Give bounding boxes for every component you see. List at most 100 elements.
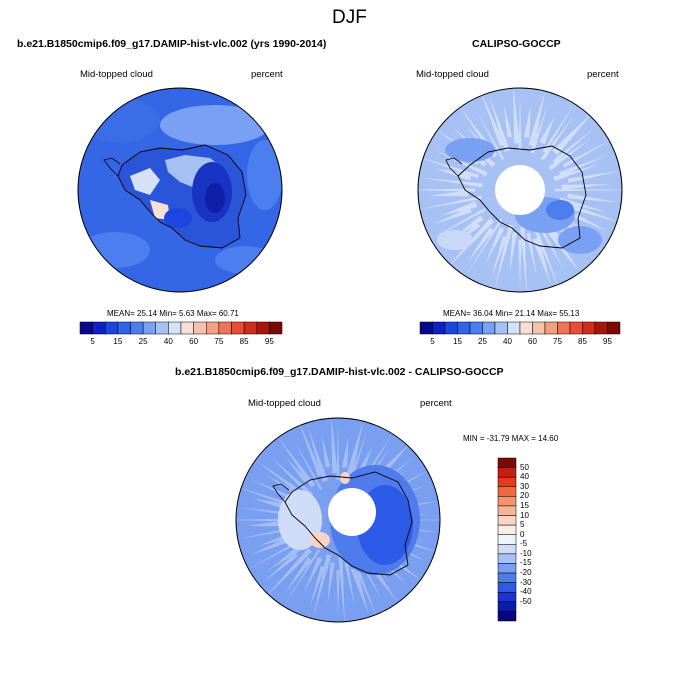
panel3-colorbar-box [497, 601, 517, 612]
panel1-units-label: percent [251, 69, 283, 80]
panel1-colorbar-box [269, 321, 283, 335]
panel3-colorbar-tick: 20 [520, 491, 529, 501]
panel2-colorbar-box [594, 321, 608, 335]
panel1-colorbar [79, 321, 283, 335]
panel2-colorbar [419, 321, 621, 335]
panel3-colorbar-box [497, 476, 517, 488]
panel3-colorbar-box [497, 505, 517, 516]
panel3-colorbar-tick: -40 [520, 587, 532, 597]
panel3-colorbar-tick: 5 [520, 520, 525, 530]
panel3-colorbar-box [497, 467, 517, 478]
panel2-colorbar-box [582, 321, 596, 335]
panel2-colorbar-box [432, 321, 446, 335]
panel1-colorbar-box [79, 321, 93, 335]
panel2-colorbar-box [519, 321, 533, 335]
panel3-colorbar-tick: -10 [520, 548, 532, 558]
panel2-colorbar-tick: 95 [603, 337, 612, 346]
panel3-colorbar-tick: -50 [520, 596, 532, 606]
panel2-colorbar-tick: 85 [578, 337, 587, 346]
panel1-colorbar-box [142, 321, 156, 335]
panel2-colorbar-box [482, 321, 496, 335]
panel1-colorbar-tick: 25 [138, 337, 148, 346]
panel3-colorbar-box [497, 544, 517, 555]
panel3-colorbar-box [497, 524, 517, 535]
panel3-colorbar-box [497, 553, 517, 564]
panel1-colorbar-box [155, 321, 169, 335]
panel1-colorbar-box [231, 321, 245, 335]
panel3-colorbar-tick: -20 [520, 568, 532, 578]
panel1-colorbar-box [218, 321, 232, 335]
panel3-colorbar-tick: 50 [520, 462, 529, 472]
panel1-map [77, 87, 283, 293]
panel2-colorbar-box [507, 321, 521, 335]
panel2-colorbar-box [494, 321, 508, 335]
panel2-colorbar-tick: 25 [478, 337, 487, 346]
panel3-colorbar-tick: 40 [520, 472, 529, 482]
panel3-colorbar-box [497, 534, 517, 545]
panel3-colorbar-box [497, 563, 517, 574]
panel2-units-label: percent [587, 69, 619, 80]
panel2-colorbar-box [569, 321, 583, 335]
panel3-colorbar-tick: 10 [520, 510, 529, 520]
panel2-colorbar-box [469, 321, 483, 335]
panel3-colorbar-box [497, 611, 517, 622]
panel2-colorbar-box [419, 321, 433, 335]
panel1-colorbar-box [168, 321, 182, 335]
panel3-colorbar-tick: -15 [520, 558, 532, 568]
panel2-variable-label: Mid-topped cloud [416, 69, 489, 80]
panel1-colorbar-box [117, 321, 131, 335]
panel3-colorbar-box [497, 591, 517, 603]
panel1-colorbar-box [206, 321, 220, 335]
panel3-variable-label: Mid-topped cloud [248, 398, 321, 409]
panel1-colorbar-box [180, 321, 194, 335]
panel1-colorbar-box [105, 321, 119, 335]
panel3-stats: MIN = -31.79 MAX = 14.60 [463, 434, 559, 443]
panel2-title: CALIPSO-GOCCP [472, 38, 561, 50]
panel2-colorbar-box [457, 321, 471, 335]
panel1-colorbar-tick: 5 [90, 337, 95, 346]
panel3-colorbar-tick: 30 [520, 481, 529, 491]
panel1-colorbar-box [130, 321, 144, 335]
panel1-colorbar-box [256, 321, 270, 335]
panel2-map [417, 87, 623, 293]
figure-title: DJF [332, 7, 367, 28]
panel2-colorbar-tick: 15 [453, 337, 462, 346]
panel3-colorbar-tick: 15 [520, 500, 529, 510]
panel1-colorbar-box [92, 321, 106, 335]
panel1-variable-label: Mid-topped cloud [80, 69, 153, 80]
panel1-colorbar-tick: 85 [239, 337, 249, 346]
panel1-colorbar-tick: 60 [189, 337, 199, 346]
panel3-map [235, 417, 441, 623]
panel1-colorbar-box [193, 321, 207, 335]
panel3-colorbar-box [497, 457, 517, 468]
panel1-colorbar-tick: 95 [264, 337, 274, 346]
panel2-colorbar-box [544, 321, 558, 335]
panel3-colorbar [497, 457, 517, 622]
panel3-colorbar-box [497, 486, 517, 497]
panel3-colorbar-tick: -30 [520, 577, 532, 587]
panel3-colorbar-box [497, 515, 517, 526]
panel3-colorbar-tick: 0 [520, 529, 525, 539]
panel2-colorbar-tick: 60 [528, 337, 537, 346]
panel1-colorbar-tick: 40 [163, 337, 173, 346]
panel1-colorbar-tick: 75 [214, 337, 224, 346]
panel1-title: b.e21.B1850cmip6.f09_g17.DAMIP-hist-vlc.… [17, 38, 327, 50]
panel2-colorbar-box [557, 321, 571, 335]
panel2-colorbar-box [607, 321, 621, 335]
panel3-units-label: percent [420, 398, 452, 409]
panel1-stats: MEAN= 25.14 Min= 5.63 Max= 60.71 [107, 309, 239, 318]
panel2-colorbar-tick: 5 [430, 337, 435, 346]
panel2-colorbar-box [532, 321, 546, 335]
panel2-colorbar-tick: 75 [553, 337, 562, 346]
panel1-colorbar-box [243, 321, 257, 335]
panel2-colorbar-box [444, 321, 458, 335]
panel3-colorbar-box [497, 572, 517, 583]
panel3-colorbar-tick: -5 [520, 539, 528, 549]
panel3-title: b.e21.B1850cmip6.f09_g17.DAMIP-hist-vlc.… [175, 366, 504, 378]
panel3-colorbar-box [497, 582, 517, 593]
panel3-colorbar-box [497, 496, 517, 507]
panel1-colorbar-tick: 15 [113, 337, 123, 346]
panel2-stats: MEAN= 36.04 Min= 21.14 Max= 55.13 [443, 309, 580, 318]
panel2-colorbar-tick: 40 [503, 337, 512, 346]
